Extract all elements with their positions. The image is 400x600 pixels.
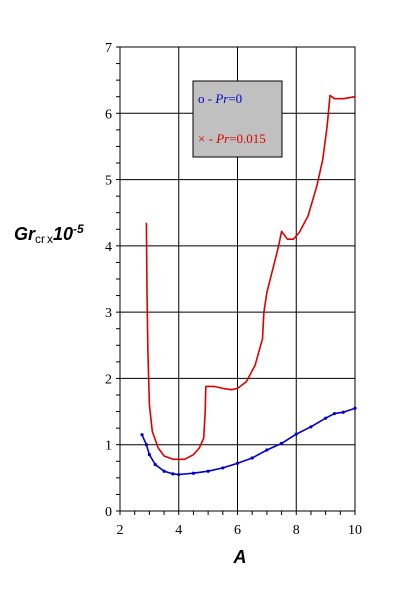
series-point-1	[153, 463, 157, 467]
legend-marker: ×	[198, 131, 205, 146]
y-tick-label: 2	[105, 372, 112, 387]
y-tick-labels: 0 1 2 3 4 5 6 7	[105, 41, 112, 520]
series-point-1	[235, 461, 240, 465]
legend-dash: -	[205, 91, 216, 106]
series-point-1	[221, 466, 225, 470]
series-point-1	[341, 410, 345, 414]
x-axis-label: A	[233, 547, 247, 567]
legend: o - Pr=0× - Pr=0.015	[192, 80, 283, 158]
x-tick-label: 2	[117, 523, 124, 538]
series-point-1	[144, 443, 149, 447]
series-point-1	[353, 406, 357, 410]
legend-dash: -	[205, 131, 216, 146]
y-tick-label: 6	[105, 107, 112, 122]
series-point-1	[279, 441, 284, 445]
y-axis-label-exp: -5	[73, 222, 84, 236]
series-line-1	[141, 407, 356, 476]
legend-value: =0.015	[229, 131, 266, 146]
series-point-1	[250, 456, 254, 460]
series-point-1	[147, 453, 151, 457]
y-axis-label-sub: cr	[35, 232, 45, 246]
legend-entry-1: o - Pr=0	[198, 91, 242, 106]
legend-variable: Pr	[214, 91, 229, 106]
y-tick-label: 4	[105, 240, 112, 255]
series-point-1	[332, 411, 337, 416]
y-axis-label-times: x	[47, 232, 53, 246]
x-tick-label: 4	[175, 523, 182, 538]
legend-entries: o - Pr=0× - Pr=0.015	[198, 91, 266, 146]
y-axis-label: Grcr x10-5	[14, 222, 84, 246]
plot-frame	[119, 46, 356, 512]
series-point-1	[265, 448, 269, 452]
series-point-1	[140, 433, 144, 437]
series-line-2	[145, 94, 356, 461]
x-tick-label: 8	[293, 523, 300, 538]
series-point-1	[324, 416, 328, 420]
y-tick-label: 7	[105, 41, 112, 56]
series-point-1	[309, 425, 313, 429]
series-point-1	[162, 469, 166, 473]
legend-value: =0	[228, 91, 242, 106]
x-tick-label: 6	[234, 523, 241, 538]
legend-entry-2: × - Pr=0.015	[198, 131, 266, 146]
series-point-1	[206, 469, 210, 473]
minor-ticks	[116, 46, 356, 515]
y-tick-label: 0	[105, 505, 112, 520]
y-tick-label: 5	[105, 174, 112, 189]
x-tick-labels: 2 4 6 8 10	[117, 523, 363, 538]
legend-box	[192, 80, 283, 158]
y-axis-label-main: Gr	[14, 224, 36, 244]
series-point-1	[294, 432, 298, 436]
y-tick-label: 3	[105, 306, 112, 321]
legend-marker: o	[198, 91, 205, 106]
legend-variable: Pr	[215, 131, 230, 146]
x-tick-label: 10	[348, 523, 362, 538]
series-point-1	[171, 472, 175, 476]
series-point-1	[177, 472, 181, 477]
series-point-1	[191, 471, 196, 475]
y-tick-label: 1	[105, 439, 112, 454]
y-axis-label-base: 10	[53, 224, 73, 244]
series-group	[140, 94, 357, 477]
